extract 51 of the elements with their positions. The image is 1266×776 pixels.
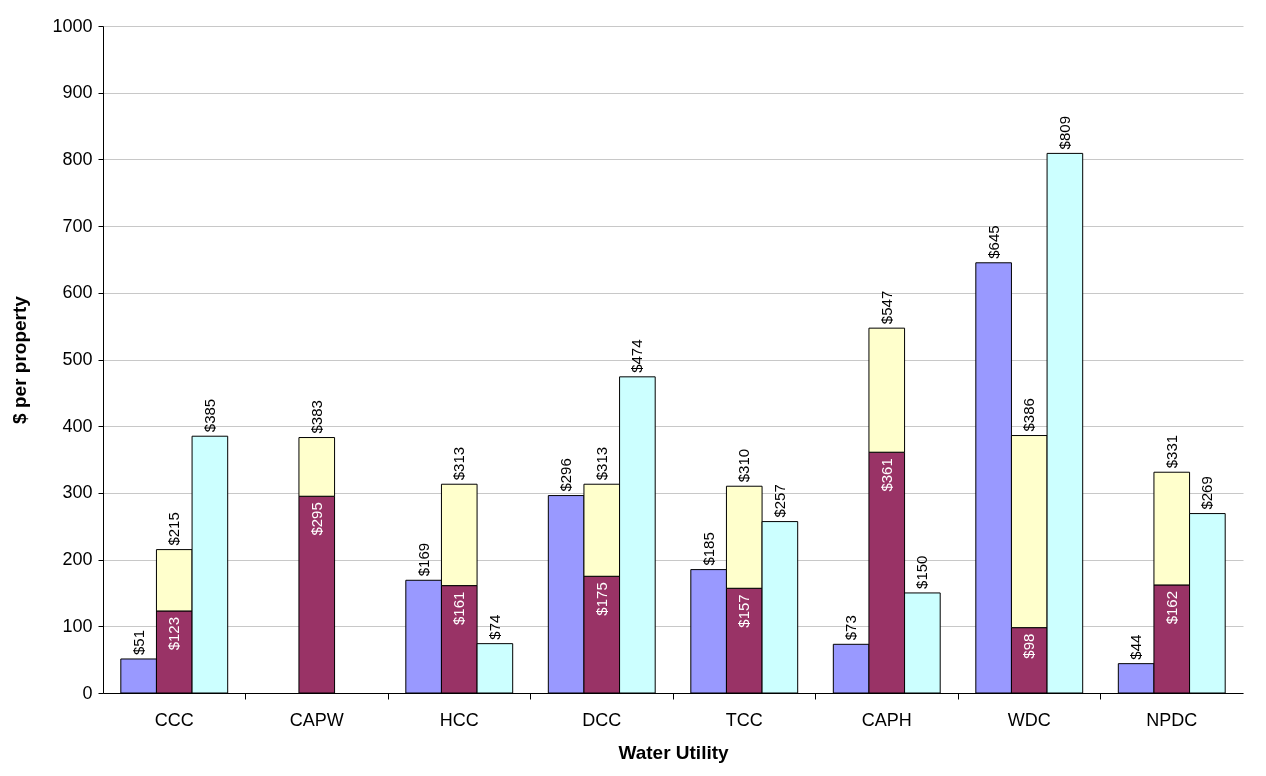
x-tick-label: NPDC <box>1146 709 1198 730</box>
x-axis-title: Water Utility <box>618 741 729 763</box>
data-label: $295 <box>307 502 325 536</box>
data-label: $809 <box>1055 116 1073 150</box>
x-tick-label: TCC <box>725 709 763 730</box>
total-label: $383 <box>307 400 325 434</box>
y-tick-label: 400 <box>62 415 93 436</box>
data-label: $385 <box>200 398 218 433</box>
y-axis-title: $ per property <box>9 295 31 424</box>
x-tick-label: CAPH <box>861 709 912 730</box>
data-label: $51 <box>129 629 147 655</box>
total-label: $386 <box>1020 398 1038 432</box>
total-label: $331 <box>1162 434 1180 469</box>
y-tick-label: 900 <box>62 82 93 103</box>
data-label: $169 <box>414 542 432 577</box>
data-label: $474 <box>628 339 646 373</box>
data-label: $162 <box>1162 590 1180 625</box>
data-label: $161 <box>450 591 468 625</box>
total-label: $313 <box>592 446 610 481</box>
total-label: $215 <box>165 512 183 546</box>
data-label: $44 <box>1127 634 1145 660</box>
x-tick-label: CAPW <box>289 709 344 730</box>
x-tick-label: DCC <box>582 709 622 730</box>
data-label: $361 <box>877 458 895 492</box>
total-label: $310 <box>735 448 753 483</box>
data-label: $257 <box>770 484 788 518</box>
y-tick-label: 600 <box>62 282 93 303</box>
data-label: $296 <box>557 458 575 492</box>
total-label: $547 <box>877 290 895 325</box>
data-label: $175 <box>592 582 610 616</box>
y-tick-label: 700 <box>62 215 93 236</box>
data-label: $157 <box>735 594 753 628</box>
y-tick-label: 0 <box>82 682 93 703</box>
y-tick-label: 200 <box>62 549 93 570</box>
data-label: $123 <box>165 616 183 651</box>
total-label: $313 <box>450 446 468 481</box>
data-label: $73 <box>842 615 860 641</box>
x-tick-label: CCC <box>154 709 194 730</box>
x-tick-label: WDC <box>1007 709 1051 730</box>
y-tick-label: 1000 <box>52 15 93 36</box>
data-label: $150 <box>913 555 931 589</box>
x-tick-label: HCC <box>439 709 479 730</box>
data-label: $185 <box>699 532 717 566</box>
data-label: $98 <box>1020 633 1038 659</box>
data-label: $269 <box>1198 476 1216 510</box>
y-tick-label: 500 <box>62 349 93 369</box>
y-tick-label: 300 <box>62 482 93 503</box>
data-label: $645 <box>984 225 1002 259</box>
data-label: $74 <box>485 614 503 640</box>
y-tick-label: 100 <box>62 615 93 636</box>
y-tick-label: 800 <box>62 148 93 169</box>
